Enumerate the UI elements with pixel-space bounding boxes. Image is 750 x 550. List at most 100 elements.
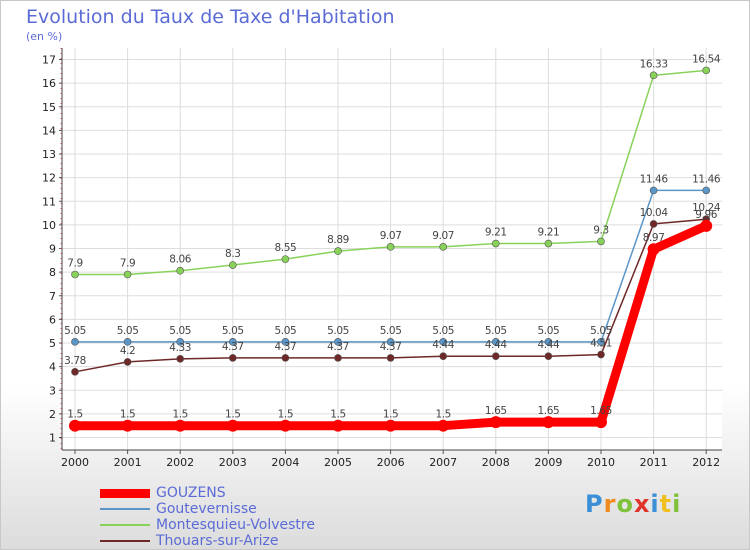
- data-point: [71, 368, 79, 376]
- data-point: [71, 338, 79, 346]
- data-label: 4.51: [590, 338, 612, 350]
- y-tick-label: 11: [42, 195, 56, 208]
- data-label: 5.05: [117, 325, 139, 337]
- data-label: 16.33: [640, 58, 668, 70]
- data-point: [649, 186, 658, 195]
- x-tick-label: 2000: [61, 456, 89, 469]
- y-tick-label: 15: [42, 101, 56, 114]
- data-label: 1.5: [120, 409, 136, 421]
- legend-label: Goutevernisse: [156, 501, 257, 517]
- y-tick-label: 17: [42, 54, 56, 67]
- legend: GOUZENS Goutevernisse Montesquieu-Volvestr…: [100, 485, 315, 549]
- data-point: [597, 338, 605, 346]
- x-tick-label: 2007: [429, 456, 457, 469]
- data-label: 1.5: [435, 409, 451, 421]
- data-label: 5.05: [432, 325, 454, 337]
- data-point: [123, 338, 132, 346]
- data-label: 11.46: [640, 173, 669, 185]
- data-label: 16.54: [692, 53, 721, 65]
- legend-item: Montesquieu-Volvestre: [100, 517, 315, 533]
- data-point: [332, 419, 344, 432]
- x-tick-label: 2010: [587, 456, 615, 469]
- x-tick-label: 2012: [692, 456, 720, 469]
- y-tick-label: 8: [49, 266, 56, 279]
- data-point: [229, 338, 237, 346]
- legend-swatch: [100, 488, 150, 498]
- data-point: [71, 270, 79, 279]
- data-point: [69, 419, 81, 432]
- y-tick-label: 12: [42, 172, 56, 185]
- data-label: 9.21: [538, 227, 560, 239]
- data-label: 4.37: [380, 341, 402, 353]
- y-tick-label: 10: [42, 219, 56, 232]
- legend-swatch: [100, 508, 150, 510]
- data-point: [229, 261, 237, 269]
- logo-letter: t: [659, 490, 673, 518]
- data-label: 5.05: [485, 325, 507, 337]
- data-point: [123, 358, 132, 366]
- data-label: 7.9: [120, 257, 136, 269]
- data-label: 10.24: [692, 202, 721, 214]
- data-point: [437, 419, 450, 432]
- data-label: 5.05: [169, 325, 191, 337]
- legend-item: Thouars-sur-Arize: [100, 533, 315, 549]
- data-label: 9.96: [695, 209, 717, 221]
- data-label: 1.65: [590, 405, 612, 417]
- data-point: [702, 66, 711, 75]
- data-label: 5.05: [590, 325, 612, 337]
- data-point: [439, 243, 448, 251]
- logo-letter: r: [603, 490, 617, 518]
- data-label: 3.78: [64, 355, 86, 367]
- logo-letter: o: [616, 490, 634, 518]
- y-tick-label: 5: [49, 337, 56, 350]
- y-tick-label: 16: [42, 77, 56, 90]
- y-tick-label: 14: [42, 124, 56, 137]
- data-label: 5.05: [222, 325, 244, 337]
- data-label: 5.05: [380, 325, 402, 337]
- data-label: 4.44: [538, 339, 560, 351]
- data-point: [176, 338, 184, 346]
- data-label: 4.37: [327, 341, 349, 353]
- y-tick-label: 2: [49, 408, 56, 421]
- data-label: 1.5: [278, 409, 294, 421]
- x-tick-label: 2003: [219, 456, 247, 469]
- legend-label: Montesquieu-Volvestre: [156, 517, 315, 533]
- x-tick-label: 2005: [324, 456, 352, 469]
- data-point: [176, 355, 184, 363]
- legend-label: GOUZENS: [156, 485, 226, 501]
- data-point: [229, 354, 237, 362]
- data-point: [491, 352, 500, 361]
- data-label: 11.46: [692, 173, 721, 185]
- data-point: [176, 266, 184, 275]
- data-point: [281, 255, 290, 263]
- data-point: [226, 419, 239, 432]
- data-point: [649, 220, 658, 228]
- y-tick-label: 4: [49, 361, 56, 374]
- y-tick-label: 3: [49, 384, 56, 397]
- data-label: 1.5: [330, 409, 346, 421]
- legend-swatch: [100, 540, 150, 542]
- x-tick-label: 2001: [114, 456, 142, 469]
- data-point: [279, 419, 292, 432]
- data-label: 9.07: [380, 230, 402, 242]
- data-point: [491, 338, 500, 346]
- y-tick-label: 7: [49, 290, 56, 303]
- logo-letter: x: [633, 490, 651, 518]
- series-gouzens: [69, 219, 713, 432]
- logo-letter: P: [585, 490, 604, 518]
- data-point: [544, 352, 553, 361]
- y-tick-label: 6: [49, 313, 56, 326]
- data-label: 1.5: [67, 409, 83, 421]
- data-label: 4.33: [169, 342, 191, 354]
- x-tick-label: 2004: [271, 456, 299, 469]
- data-point: [544, 338, 553, 346]
- proxiti-logo: Proxiti: [585, 490, 681, 518]
- data-point: [491, 239, 500, 248]
- data-point: [123, 270, 132, 279]
- legend-item: Goutevernisse: [100, 501, 315, 517]
- legend-label: Thouars-sur-Arize: [156, 533, 279, 549]
- data-label: 4.44: [432, 339, 454, 351]
- data-point: [649, 71, 658, 80]
- data-point: [647, 243, 660, 256]
